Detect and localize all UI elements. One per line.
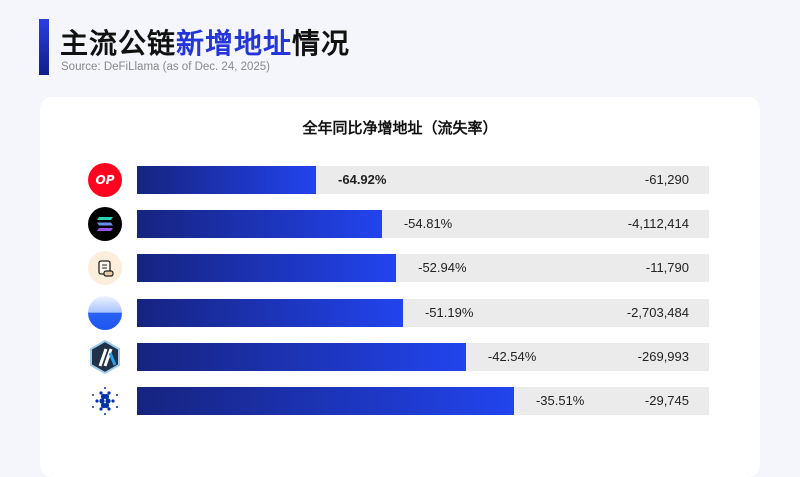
rate-label: -42.54% [487,349,537,364]
bar [137,299,403,327]
scroll-logo-icon [88,251,122,285]
bar-track: -42.54% -269,993 [137,343,709,371]
net-value-label: -269,993 [637,349,689,364]
optimism-logo-icon: OP [88,163,122,197]
bar-track: -35.51% -29,745 [137,387,709,415]
bar-row: -52.94% -11,790 [88,251,710,285]
net-value-label: -4,112,414 [627,216,689,231]
rate-label: -52.94% [418,260,467,275]
bar-track: -54.81% -4,112,414 [137,210,709,238]
bar-row: -42.54% -269,993 [88,340,710,374]
bar [137,343,466,371]
bar-row: -51.19% -2,703,484 [88,296,710,330]
title-highlight: 新增地址 [176,27,293,60]
chart-card [40,97,760,477]
net-value-label: -29,745 [644,393,689,408]
bar [137,166,317,194]
title-part: 主流公链 [60,27,177,60]
rate-label: -64.92% [338,172,387,187]
rate-label: -51.19% [424,305,474,320]
rate-label: -54.81% [403,216,453,231]
net-value-label: -61,290 [644,172,689,187]
bar-row: -35.51% -29,745 [88,387,710,415]
title-accent-bar [39,19,49,75]
bar-track: -51.19% -2,703,484 [137,299,709,327]
source-note: Source: DeFiLlama (as of Dec. 24, 2025) [61,61,271,73]
bar [137,387,514,415]
page-title: 主流公链新增地址情况 [60,22,350,62]
bar-row: -54.81% -4,112,414 [88,207,710,241]
chart-title: 全年同比净增地址（流失率） [302,119,498,137]
net-value-label: -11,790 [645,260,689,275]
bar-track: -52.94% -11,790 [137,254,709,282]
net-value-label: -2,703,484 [626,305,689,320]
base-logo-icon [88,296,122,330]
solana-logo-icon [88,207,122,241]
bar-row: OP -64.92% -61,290 [88,163,710,197]
bar [137,210,382,238]
bar [137,254,397,282]
cardano-logo-icon [88,384,122,418]
bar-track: -64.92% -61,290 [137,166,709,194]
title-part: 情况 [292,27,351,60]
arbitrum-logo-icon [88,340,122,374]
rate-label: -35.51% [535,393,585,408]
